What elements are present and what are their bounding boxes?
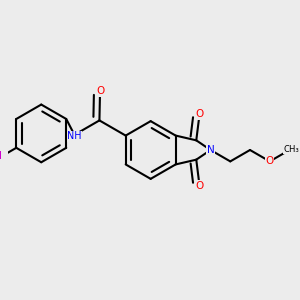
Text: O: O <box>96 86 104 96</box>
Text: CH₃: CH₃ <box>283 145 299 154</box>
Text: O: O <box>266 156 274 167</box>
Text: O: O <box>195 109 204 119</box>
Text: N: N <box>207 145 215 155</box>
Text: O: O <box>195 181 204 191</box>
Text: NH: NH <box>67 131 82 141</box>
Text: I: I <box>0 151 2 161</box>
